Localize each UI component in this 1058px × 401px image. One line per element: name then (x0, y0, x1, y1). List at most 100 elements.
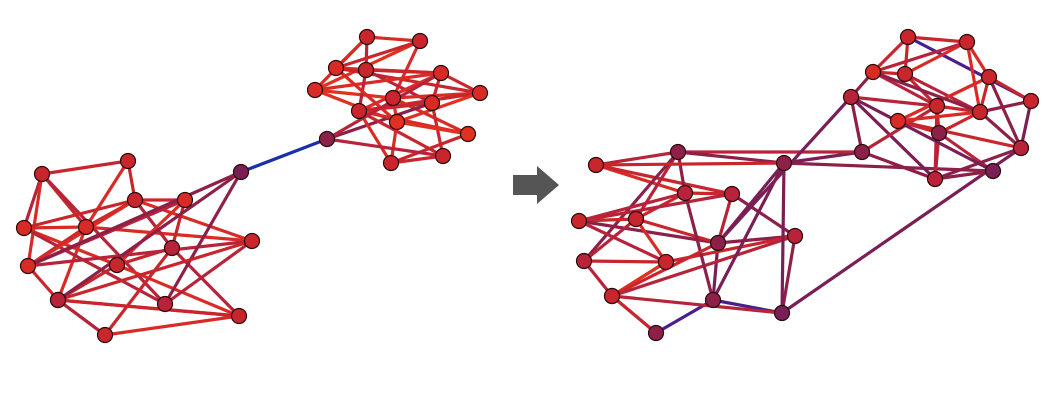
graph-edge (391, 96, 470, 136)
graph-node (459, 125, 477, 143)
graph-edge (103, 246, 174, 337)
graph-node (575, 252, 593, 270)
graph-edge (26, 239, 254, 268)
graph-edge (871, 35, 910, 74)
graph-node (384, 89, 402, 107)
graph-edge (577, 219, 720, 245)
graph-node (1022, 92, 1040, 110)
graph-edge (906, 35, 969, 44)
graph-edge (325, 137, 445, 158)
graph-edge (84, 159, 130, 229)
graph-edge (610, 294, 658, 335)
graph-edge (683, 191, 715, 302)
graph-edge (871, 40, 969, 74)
graph-edge (676, 150, 786, 165)
graph-node (243, 232, 261, 250)
graph-edge (582, 259, 668, 264)
graph-edge (978, 99, 1033, 114)
graph-node (853, 143, 871, 161)
graph-node (864, 63, 882, 81)
graph-node (603, 287, 621, 305)
graph-edge (896, 110, 982, 123)
graph-edge (577, 219, 668, 264)
right-arrow-icon (513, 166, 559, 204)
graph-node (958, 33, 976, 51)
graph-node (388, 113, 406, 131)
graph-node (676, 184, 694, 202)
graph-node (156, 295, 174, 313)
graph-edge (56, 298, 241, 318)
after-nodes (570, 28, 1040, 342)
graph-edge (965, 40, 982, 114)
graph-node (889, 112, 907, 130)
graph-node (570, 212, 588, 230)
graph-edge (56, 298, 107, 337)
graph-node (19, 257, 37, 275)
graph-node (232, 163, 250, 181)
graph-node (318, 130, 336, 148)
graph-edge (170, 198, 187, 250)
graph-edge (103, 314, 241, 337)
graph-node (657, 253, 675, 271)
graph-after (570, 28, 1040, 342)
graph-node (49, 291, 67, 309)
graph-edge (780, 234, 797, 315)
graph-node (786, 227, 804, 245)
graph-edge (987, 75, 1023, 150)
graph-edge (634, 217, 668, 264)
graph-edge (133, 198, 174, 250)
graph-node (928, 97, 946, 115)
graph-edge (239, 137, 329, 174)
graph-node (647, 324, 665, 342)
graph-node (980, 68, 998, 86)
graph-edge (610, 294, 784, 315)
graph-node (926, 170, 944, 188)
graph-node (723, 185, 741, 203)
graph-node (163, 239, 181, 257)
graph-edge (594, 163, 734, 196)
graph-edge (978, 110, 1023, 150)
graph-edge (903, 40, 969, 76)
graph-edge (395, 120, 470, 136)
before-edges (22, 35, 482, 337)
graph-node (709, 234, 727, 252)
graph-edge (389, 154, 445, 165)
graph-node (108, 256, 126, 274)
graph-node (775, 154, 793, 172)
graph-node (350, 102, 368, 120)
graph-edge (860, 150, 937, 181)
graph-edge (860, 104, 939, 154)
graph-edge (871, 70, 982, 114)
graph-edge (115, 263, 241, 318)
graph-edge (22, 225, 88, 230)
graph-edge (634, 217, 720, 245)
graph-edge (163, 239, 254, 306)
graph-node (382, 154, 400, 172)
graph-edge (334, 66, 399, 124)
graph-edge (780, 161, 786, 315)
graph-node (33, 165, 51, 183)
graph-node (669, 143, 687, 161)
graph-edge (163, 170, 243, 306)
graph-edge (22, 226, 167, 306)
graph-edge (849, 95, 864, 154)
graph-edge (313, 88, 395, 100)
graph-edge (325, 71, 443, 141)
graph-node (423, 94, 441, 112)
graph-edge (313, 71, 443, 92)
graph-edge (896, 119, 1023, 150)
graph-node (15, 219, 33, 237)
graph-node (411, 32, 429, 50)
graph-node (432, 64, 450, 82)
graph-edge (26, 170, 243, 268)
before-nodes (15, 28, 489, 344)
graph-node (984, 162, 1002, 180)
graph-edge (26, 172, 44, 268)
graph-node (930, 124, 948, 142)
graph-node (77, 218, 95, 236)
graph-edge (577, 192, 734, 223)
graph-node (357, 61, 375, 79)
graph-node (896, 65, 914, 83)
